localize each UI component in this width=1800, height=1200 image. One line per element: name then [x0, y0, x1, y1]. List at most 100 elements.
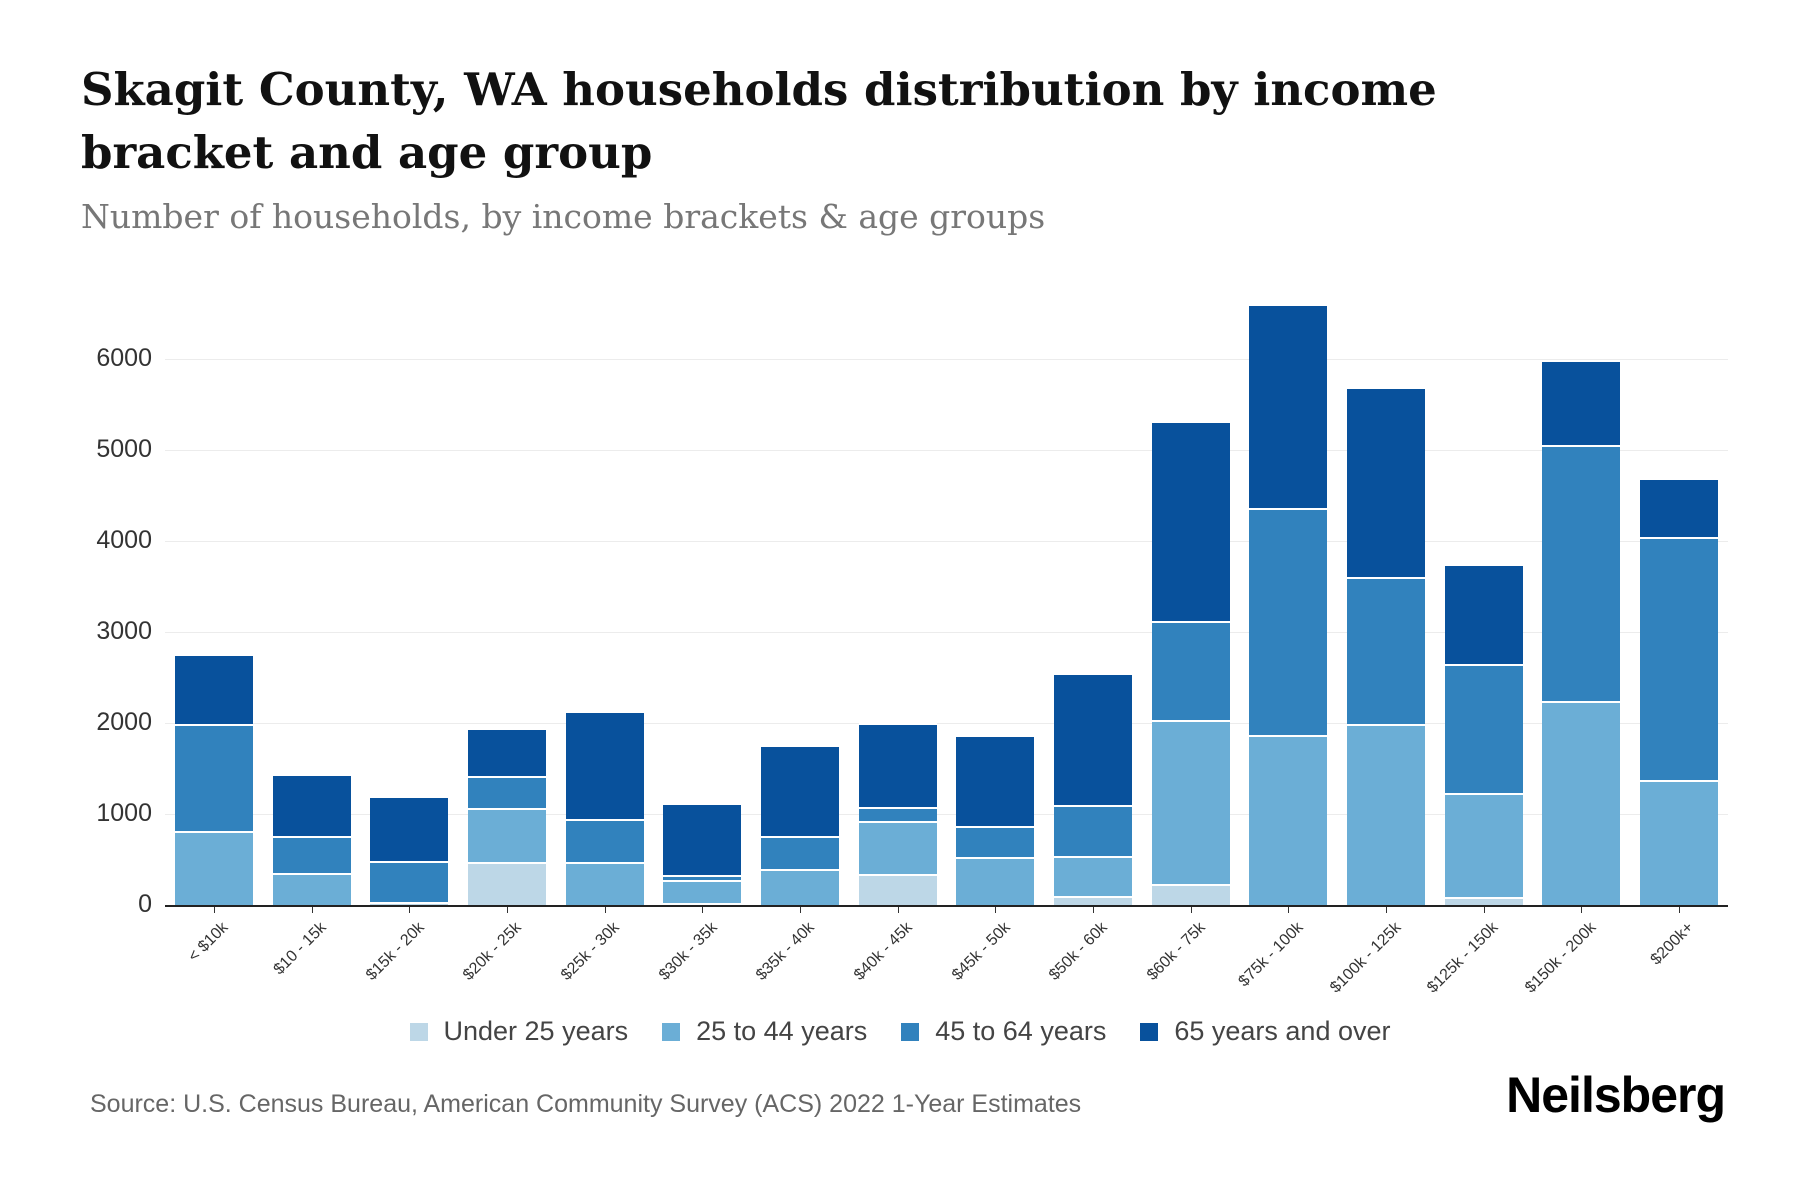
bar-segment — [1054, 673, 1133, 805]
bar-segment — [663, 874, 742, 881]
x-tick-label: < $10k — [185, 919, 232, 966]
gridline — [165, 723, 1728, 724]
bar-segment — [760, 835, 839, 869]
bar-segment — [1347, 577, 1426, 724]
bar-segment — [565, 819, 644, 862]
legend-label: Under 25 years — [443, 1016, 629, 1046]
x-tick — [1288, 907, 1290, 913]
bar-segment — [1444, 664, 1523, 794]
x-tick-label: $60k - 75k — [1143, 919, 1209, 984]
bar-segment — [1249, 508, 1328, 736]
bar-segment — [1640, 537, 1719, 781]
legend-swatch-icon — [662, 1022, 681, 1041]
bar-stack — [1151, 421, 1230, 905]
bar-segment — [1054, 855, 1133, 896]
chart-title: Skagit County, WA households distributio… — [81, 63, 1437, 179]
bar-segment — [1444, 564, 1523, 665]
y-tick-label: 1000 — [96, 799, 152, 827]
bar-segment — [467, 727, 546, 776]
bar-segment — [467, 807, 546, 863]
bar-segment — [663, 902, 742, 905]
bar-segment — [272, 872, 351, 905]
bar-segment — [858, 807, 937, 821]
bar-segment — [1444, 793, 1523, 897]
x-tick — [213, 907, 215, 913]
x-tick — [1093, 907, 1095, 913]
bar-segment — [1347, 386, 1426, 578]
bar-segment — [467, 775, 546, 808]
bar-segment — [760, 744, 839, 836]
bar-stack — [760, 744, 839, 905]
x-tick-label: $75k - 100k — [1235, 919, 1307, 991]
x-tick — [799, 907, 801, 913]
bar-segment — [1542, 359, 1621, 446]
y-tick-label: 5000 — [96, 435, 152, 463]
x-tick-label: $200k+ — [1647, 919, 1698, 969]
y-tick-label: 6000 — [96, 344, 152, 372]
gridline — [165, 359, 1728, 360]
bar-segment — [565, 711, 644, 819]
x-tick-label: $125k - 150k — [1424, 919, 1502, 997]
bar-segment — [467, 862, 546, 905]
x-tick — [702, 907, 704, 913]
bar-segment — [1542, 445, 1621, 702]
x-tick-label: $30k - 35k — [655, 919, 721, 984]
bar-segment — [370, 902, 449, 905]
gridline — [165, 450, 1728, 451]
bar-segment — [272, 835, 351, 873]
bar-stack — [1054, 673, 1133, 905]
bar-segment — [858, 723, 937, 808]
x-tick-label: $40k - 45k — [850, 919, 916, 984]
x-tick-label: $35k - 40k — [753, 919, 818, 984]
bar-stack — [565, 711, 644, 905]
bar-segment — [1347, 723, 1426, 905]
chart-subtitle: Number of households, by income brackets… — [81, 197, 1046, 236]
x-axis-line — [165, 905, 1728, 907]
bar-segment — [1054, 804, 1133, 856]
bar-stack — [1249, 304, 1328, 905]
legend-item: Under 25 years — [409, 1016, 629, 1047]
bar-segment — [1444, 896, 1523, 905]
x-tick — [1386, 907, 1388, 913]
chart-legend: Under 25 years 25 to 44 years 45 to 64 yea… — [0, 1016, 1800, 1047]
bar-segment — [565, 861, 644, 905]
x-tick — [897, 907, 899, 913]
gridline — [165, 541, 1728, 542]
bar-segment — [858, 874, 937, 905]
x-tick-label: $150k - 200k — [1522, 919, 1600, 997]
legend-item: 45 to 64 years — [901, 1016, 1106, 1047]
bar-stack — [1640, 478, 1719, 905]
x-tick-label: $100k - 125k — [1326, 919, 1405, 997]
bar-stack — [663, 803, 742, 905]
gridline — [165, 632, 1728, 633]
legend-swatch-icon — [409, 1022, 428, 1041]
bar-segment — [1249, 735, 1328, 905]
bar-segment — [174, 724, 253, 832]
bar-segment — [1151, 719, 1230, 884]
bar-segment — [956, 735, 1035, 826]
bar-segment — [174, 831, 253, 905]
x-tick-label: $20k - 25k — [460, 919, 525, 984]
bar-segment — [1054, 895, 1133, 905]
bar-stack — [272, 773, 351, 905]
bar-segment — [370, 795, 449, 862]
bar-segment — [174, 653, 253, 725]
bar-segment — [1151, 421, 1230, 621]
y-tick-label: 2000 — [96, 708, 152, 736]
bar-segment — [858, 820, 937, 875]
bar-stack — [858, 723, 937, 905]
legend-item: 65 years and over — [1140, 1016, 1391, 1047]
x-tick — [604, 907, 606, 913]
x-tick-label: $15k - 20k — [362, 919, 428, 984]
bar-segment — [1249, 304, 1328, 509]
legend-label: 25 to 44 years — [696, 1016, 868, 1046]
x-tick-label: $25k - 30k — [557, 919, 623, 984]
source-note: Source: U.S. Census Bureau, American Com… — [90, 1090, 1082, 1118]
legend-label: 65 years and over — [1174, 1016, 1391, 1046]
bar-stack — [174, 653, 253, 905]
legend-swatch-icon — [901, 1022, 920, 1041]
bar-stack — [370, 795, 449, 905]
gridline — [165, 814, 1728, 815]
x-tick — [311, 907, 313, 913]
x-tick-label: $50k - 60k — [1046, 919, 1112, 984]
